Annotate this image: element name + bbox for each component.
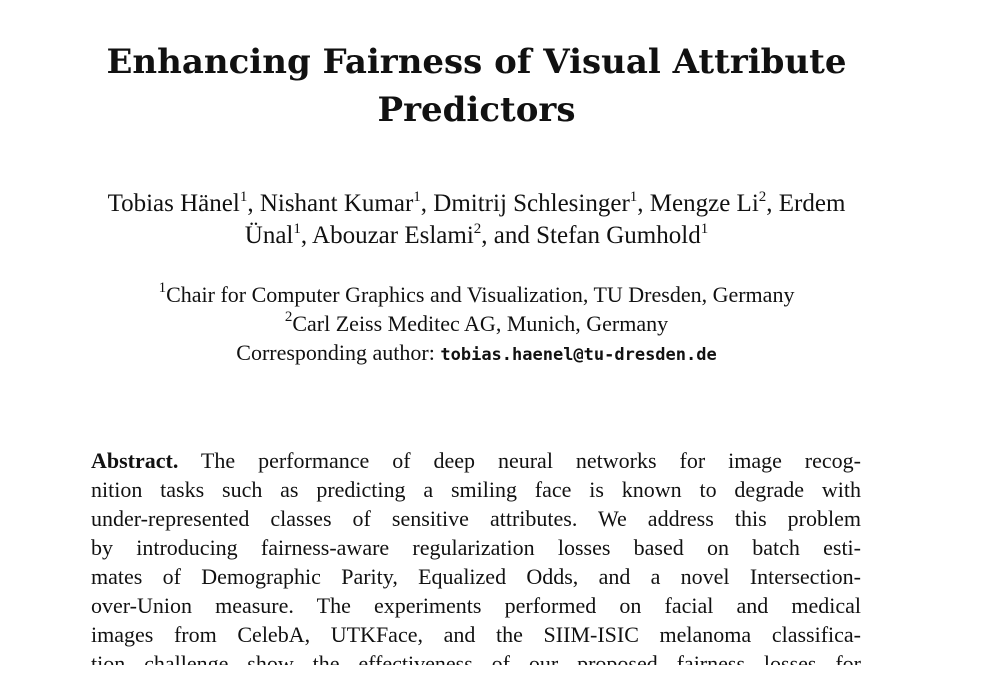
affiliation-text: Carl Zeiss Meditec AG, Munich, Germany [292,311,669,336]
abstract-line: mates of Demographic Parity, Equalized O… [91,564,861,589]
author-separator: , [766,190,779,217]
paper-title: Enhancing Fairness of Visual Attribute P… [60,38,893,134]
author-name-part: Ünal [244,222,294,249]
affiliation-mark: 2 [284,309,293,325]
affiliation-mark: 1 [158,280,167,296]
affiliations: 1Chair for Computer Graphics and Visuali… [20,280,933,370]
corresponding-author: Corresponding author: tobias.haenel@tu-d… [20,338,933,370]
abstract-line: nition tasks such as predicting a smilin… [91,477,861,502]
author-affiliation-mark: 1 [239,189,248,205]
author-separator: , and [481,222,537,249]
abstract-line: Abstract. The performance of deep neural… [91,446,861,475]
author-affiliation-mark: 1 [629,189,638,205]
author-affiliation-mark: 1 [413,189,421,205]
abstract-line: over-Union measure. The experiments perf… [91,593,861,618]
author-line-2: Ünal1, Abouzar Eslami2, and Stefan Gumho… [20,220,933,252]
abstract-line: under-represented classes of sensitive a… [91,506,861,531]
author-name-part: Erdem [778,190,846,217]
author-affiliation-mark: 2 [758,189,767,205]
abstract-text: The performance of deep neural networks … [178,448,861,473]
author-name: Abouzar Eslami [312,222,474,249]
author-name: Dmitrij Schlesinger [433,190,630,217]
author-line-1: Tobias Hänel1, Nishant Kumar1, Dmitrij S… [20,188,933,220]
abstract-line: tion challenge show the effectiveness of… [91,651,861,676]
corresponding-author-label: Corresponding author: [236,340,441,365]
title-line-2: Predictors [377,90,576,130]
title-line-1: Enhancing Fairness of Visual Attribute [106,42,847,82]
author-name: Tobias Hänel [107,190,240,217]
corresponding-author-email[interactable]: tobias.haenel@tu-dresden.de [440,345,717,365]
author-name: Mengze Li [649,190,759,217]
author-separator: , [420,190,434,217]
abstract: Abstract. The performance of deep neural… [91,446,861,678]
affiliation-1: 1Chair for Computer Graphics and Visuali… [20,280,933,309]
author-separator: , [300,222,313,249]
abstract-line: by introducing fairness-aware regulariza… [91,535,861,560]
author-name: Nishant Kumar [259,190,414,217]
author-separator: , [247,190,260,217]
author-list: Tobias Hänel1, Nishant Kumar1, Dmitrij S… [20,188,933,252]
affiliation-2: 2Carl Zeiss Meditec AG, Munich, Germany [20,309,933,338]
author-name: Stefan Gumhold [536,222,701,249]
author-affiliation-mark: 1 [293,221,301,237]
abstract-line: images from CelebA, UTKFace, and the SII… [91,622,861,647]
abstract-label: Abstract. [91,448,179,473]
author-separator: , [637,190,650,217]
author-affiliation-mark: 2 [473,221,482,237]
affiliation-text: Chair for Computer Graphics and Visualiz… [166,282,795,307]
author-affiliation-mark: 1 [700,221,709,237]
